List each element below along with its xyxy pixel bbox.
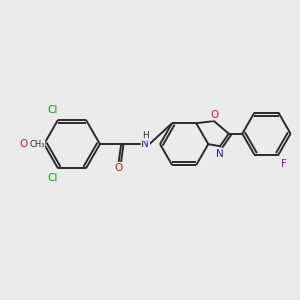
Text: Cl: Cl [47,173,58,183]
Text: N: N [216,148,224,159]
Text: O: O [211,110,219,120]
Text: O: O [19,139,27,149]
Text: F: F [281,159,287,169]
Text: N: N [141,139,149,149]
Text: O: O [115,163,123,173]
Text: H: H [142,131,149,140]
Text: Cl: Cl [47,105,58,115]
Text: CH₃: CH₃ [29,140,45,148]
